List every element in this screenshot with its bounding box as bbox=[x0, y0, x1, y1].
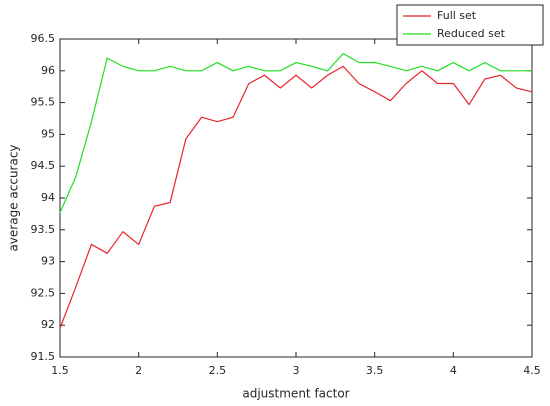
y-tick-label: 91.5 bbox=[31, 350, 56, 363]
y-axis-label: average accuracy bbox=[7, 144, 21, 251]
y-tick-label: 96.5 bbox=[31, 32, 56, 45]
y-tick-label: 92.5 bbox=[31, 286, 56, 299]
x-tick-label: 3 bbox=[293, 364, 300, 377]
y-tick-label: 93 bbox=[41, 255, 55, 268]
data-line bbox=[59, 52, 532, 213]
x-tick-label: 4.5 bbox=[523, 364, 541, 377]
legend-label: Reduced set bbox=[437, 27, 506, 40]
y-tick-label: 95 bbox=[41, 127, 55, 140]
legend-box bbox=[396, 4, 544, 46]
y-tick-label: 96 bbox=[41, 64, 55, 77]
y-tick-label: 93.5 bbox=[31, 223, 56, 236]
y-tick-label: 95.5 bbox=[31, 96, 56, 109]
y-tick-label: 94.5 bbox=[31, 159, 56, 172]
x-tick-label: 2 bbox=[135, 364, 142, 377]
x-axis-label: adjustment factor bbox=[242, 387, 349, 401]
x-tick-label: 1.5 bbox=[51, 364, 69, 377]
y-tick-label: 92 bbox=[41, 318, 55, 331]
x-tick-label: 4 bbox=[450, 364, 457, 377]
legend-label: Full set bbox=[437, 9, 477, 22]
y-tick-label: 94 bbox=[41, 191, 55, 204]
x-tick-label: 2.5 bbox=[209, 364, 227, 377]
x-tick-label: 3.5 bbox=[366, 364, 384, 377]
data-line bbox=[59, 65, 533, 329]
